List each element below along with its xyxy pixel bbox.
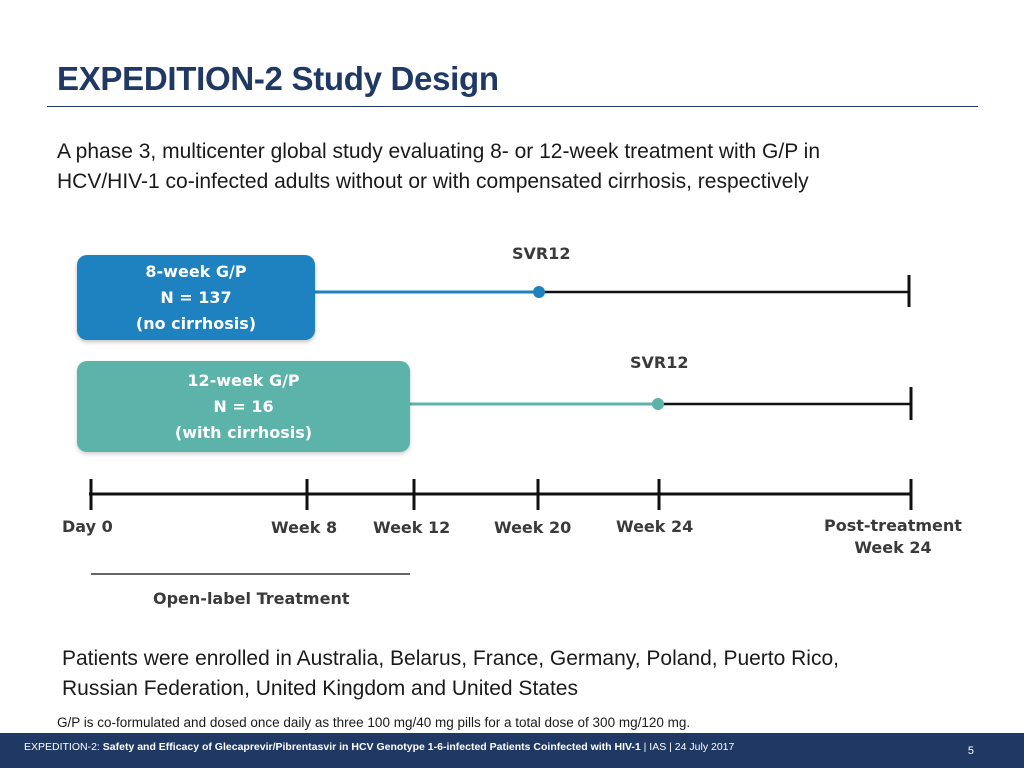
arm-8-week-population: (no cirrhosis) — [135, 313, 257, 333]
enrollment-countries: Patients were enrolled in Australia, Bel… — [62, 644, 982, 704]
timeline-label-week24: Week 24 — [616, 516, 693, 538]
timeline-label-text: Week 8 — [271, 518, 338, 537]
dosing-footnote: G/P is co-formulated and dosed once dail… — [57, 715, 691, 730]
arm-12-week-n: N = 16 — [213, 396, 274, 416]
title-divider — [47, 106, 978, 107]
footer-prefix: EXPEDITION-2: — [24, 741, 103, 753]
study-description-line: HCV/HIV-1 co-infected adults without or … — [57, 170, 809, 193]
timeline-label-text: Week 24 — [854, 538, 932, 557]
timeline-label-week12: Week 12 — [373, 517, 450, 539]
arm-8-week-box: 8-week G/P N = 137 (no cirrhosis) — [77, 255, 315, 340]
page-number: 5 — [967, 745, 974, 757]
enrollment-line: Patients were enrolled in Australia, Bel… — [62, 647, 839, 670]
arm-12-week-population: (with cirrhosis) — [174, 422, 313, 442]
timeline-label-week20: Week 20 — [494, 517, 571, 539]
arm-8wk-svr-point — [533, 286, 545, 298]
arm-8-week-svr-label: SVR12 — [512, 244, 571, 263]
timeline-label-text: Week 20 — [494, 518, 572, 537]
footer-study-title: Safety and Efficacy of Glecaprevir/Pibre… — [102, 741, 641, 753]
arm-12-week-label: 12-week G/P — [187, 370, 300, 390]
footer-citation: EXPEDITION-2: Safety and Efficacy of Gle… — [24, 741, 734, 753]
arm-12-week-box: 12-week G/P N = 16 (with cirrhosis) — [77, 361, 410, 452]
study-description: A phase 3, multicenter global study eval… — [57, 137, 957, 197]
timeline-label-text: Week 24 — [616, 517, 694, 536]
timeline-label-text: Post-treatment — [824, 516, 962, 535]
slide-title: EXPEDITION-2 Study Design — [57, 60, 499, 97]
study-description-line: A phase 3, multicenter global study eval… — [57, 140, 821, 163]
arm-12wk-svr-point — [652, 398, 664, 410]
timeline-label-text: Day 0 — [62, 517, 113, 536]
arm-8-week-n: N = 137 — [160, 287, 232, 307]
timeline-label-post-treatment: Post-treatment Week 24 — [824, 515, 962, 559]
timeline-label-week8: Week 8 — [271, 517, 337, 539]
timeline-label-text: Week 12 — [373, 518, 451, 537]
slide-footer: EXPEDITION-2: Safety and Efficacy of Gle… — [0, 733, 1024, 768]
arm-8-week-label: 8-week G/P — [145, 261, 247, 281]
enrollment-line: Russian Federation, United Kingdom and U… — [62, 677, 578, 700]
open-label-treatment-label: Open-label Treatment — [153, 589, 350, 608]
footer-conference: | IAS | 24 July 2017 — [640, 741, 735, 753]
timeline-label-day0: Day 0 — [62, 516, 113, 538]
arm-12-week-svr-label: SVR12 — [630, 353, 689, 372]
